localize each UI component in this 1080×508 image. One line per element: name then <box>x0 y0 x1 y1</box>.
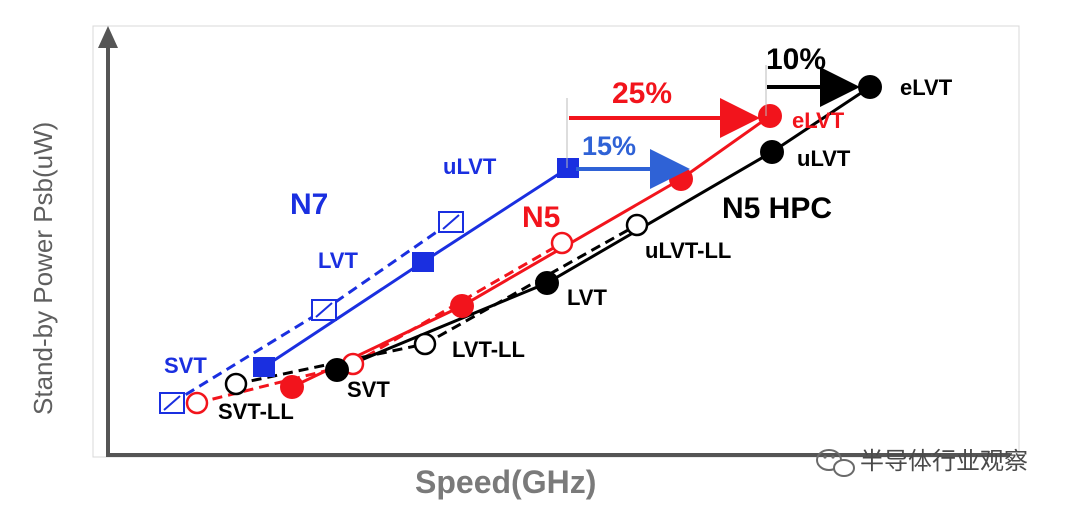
marker-n5-3 <box>450 294 474 318</box>
annotation-25-text: 25% <box>612 77 672 110</box>
marker-n5-hpc-1 <box>325 358 349 382</box>
point-label-n7-svt: SVT <box>164 353 207 378</box>
point-label-n5-hpc-svt-ll: SVT-LL <box>218 399 294 424</box>
marker-n7-1 <box>253 357 275 377</box>
point-label-n5-hpc-lvt: LVT <box>567 285 607 310</box>
x-axis-label: Speed(GHz) <box>415 464 596 500</box>
annotation-15: 15% <box>576 131 690 189</box>
series-name-n5-hpc: N5 HPC <box>722 192 832 225</box>
marker-n5-hpc-0 <box>224 372 248 396</box>
annotation-25: 25% <box>566 77 760 168</box>
marker-n5-hpc-5 <box>760 140 784 164</box>
marker-n5-0 <box>185 391 209 415</box>
marker-n5-hpc-2 <box>413 332 437 356</box>
marker-slash-n7-2 <box>315 302 333 318</box>
annotation-15-text: 15% <box>582 131 636 161</box>
point-label-n7-ulvt: uLVT <box>443 154 497 179</box>
marker-n5-hpc-4 <box>625 213 649 237</box>
marker-n7-5 <box>557 158 579 178</box>
marker-n7-3 <box>412 252 434 272</box>
watermark: 半导体行业观察 <box>816 447 1028 477</box>
marker-n5-6 <box>758 104 782 128</box>
point-label-n5-elvt: eLVT <box>792 108 845 133</box>
point-label-n5-hpc-ulvt-ll: uLVT-LL <box>645 238 731 263</box>
annotation-10-text: 10% <box>766 43 826 76</box>
series-markers <box>159 75 882 415</box>
point-label-n5-hpc-ulvt: uLVT <box>797 146 851 171</box>
point-label-n7-lvt: LVT <box>318 248 358 273</box>
marker-n5-hpc-3 <box>535 271 559 295</box>
point-label-n5-hpc-svt: SVT <box>347 377 390 402</box>
marker-n5-4 <box>550 231 574 255</box>
series-name-n5: N5 <box>522 201 560 234</box>
series-name-n7: N7 <box>290 188 328 221</box>
point-label-n5-hpc-lvt-ll: LVT-LL <box>452 337 525 362</box>
marker-n5-1 <box>280 375 304 399</box>
marker-slash-n7-0 <box>163 395 181 411</box>
marker-n5-hpc-6 <box>858 75 882 99</box>
point-label-n5-hpc-elvt: eLVT <box>900 75 953 100</box>
point-labels: SVT LVT uLVT eLVT SVT-LL SVT LVT-LL LVT uLVT-LL u… <box>164 75 953 424</box>
axes <box>98 26 1010 457</box>
wechat-icon <box>816 449 855 477</box>
series-line-n5-hpc <box>336 85 871 372</box>
watermark-text: 半导体行业观察 <box>860 447 1028 475</box>
y-axis-arrowhead <box>98 26 118 48</box>
marker-slash-n7-4 <box>442 214 460 230</box>
annotation-10: 10% <box>765 43 860 116</box>
y-axis-label: Stand-by Power Psb(uW) <box>28 122 58 415</box>
